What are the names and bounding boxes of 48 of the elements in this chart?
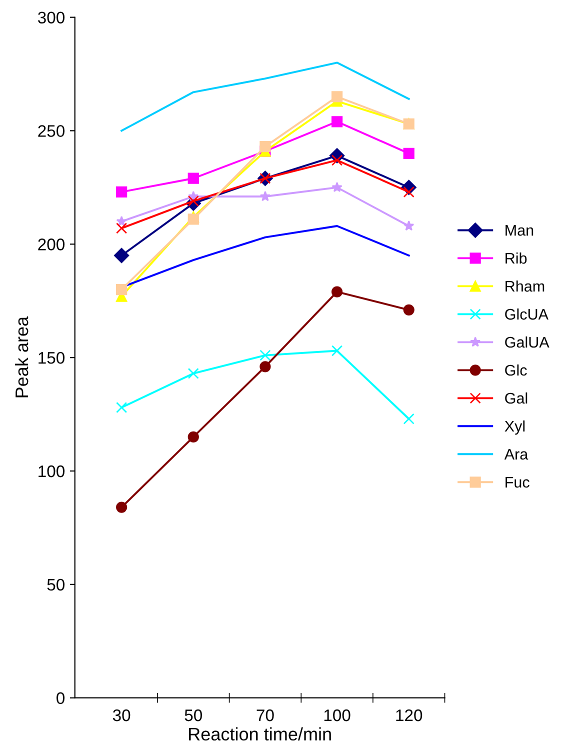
- point: [116, 502, 128, 513]
- point: [331, 345, 343, 356]
- point: [116, 222, 128, 234]
- point: [188, 431, 199, 443]
- x-tick-label: 120: [396, 709, 422, 722]
- point: [116, 284, 128, 296]
- point: [260, 141, 271, 152]
- line-series: [120, 62, 410, 132]
- x-tick-label: 50: [184, 709, 202, 722]
- point: [188, 172, 199, 184]
- point: [404, 220, 414, 231]
- legend-label: Ara: [504, 448, 528, 460]
- point: [403, 413, 414, 424]
- legend-label: Xyl: [504, 420, 525, 435]
- point: [188, 214, 199, 225]
- point: [188, 368, 199, 380]
- y-tick-label: 300: [38, 12, 65, 24]
- legend-label: Man: [506, 225, 534, 236]
- legend-label: GalUA: [505, 336, 550, 348]
- y-tick-label: 250: [38, 125, 65, 137]
- x-tick-label: 30: [112, 709, 130, 722]
- legend-label: Gal: [505, 392, 528, 404]
- x-tick-label: 100: [324, 709, 350, 722]
- y-tick-label: 200: [38, 238, 65, 250]
- legend-label: GlcUA: [505, 308, 548, 320]
- y-tick-label: 100: [38, 465, 65, 478]
- legend-label: Fuc: [506, 476, 530, 488]
- point: [331, 286, 343, 298]
- point: [332, 182, 342, 192]
- point: [260, 361, 271, 372]
- point: [116, 186, 128, 198]
- point: [116, 402, 128, 414]
- point: [260, 350, 271, 361]
- point: [331, 116, 343, 128]
- point: [114, 248, 130, 264]
- y-axis-title: Peak area: [14, 316, 28, 398]
- x-tick-label: 70: [256, 709, 274, 722]
- point: [331, 91, 343, 102]
- point: [403, 148, 414, 159]
- legend-label: Rham: [506, 280, 544, 292]
- y-tick-label: 150: [38, 352, 65, 364]
- legend-label: Glc: [505, 364, 527, 376]
- point: [403, 304, 414, 316]
- point: [260, 190, 271, 202]
- y-tick-label: 50: [47, 578, 65, 591]
- y-tick-label: 0: [56, 692, 65, 704]
- legend-label: Rib: [506, 252, 527, 264]
- x-axis-title: Reaction time/min: [189, 727, 331, 741]
